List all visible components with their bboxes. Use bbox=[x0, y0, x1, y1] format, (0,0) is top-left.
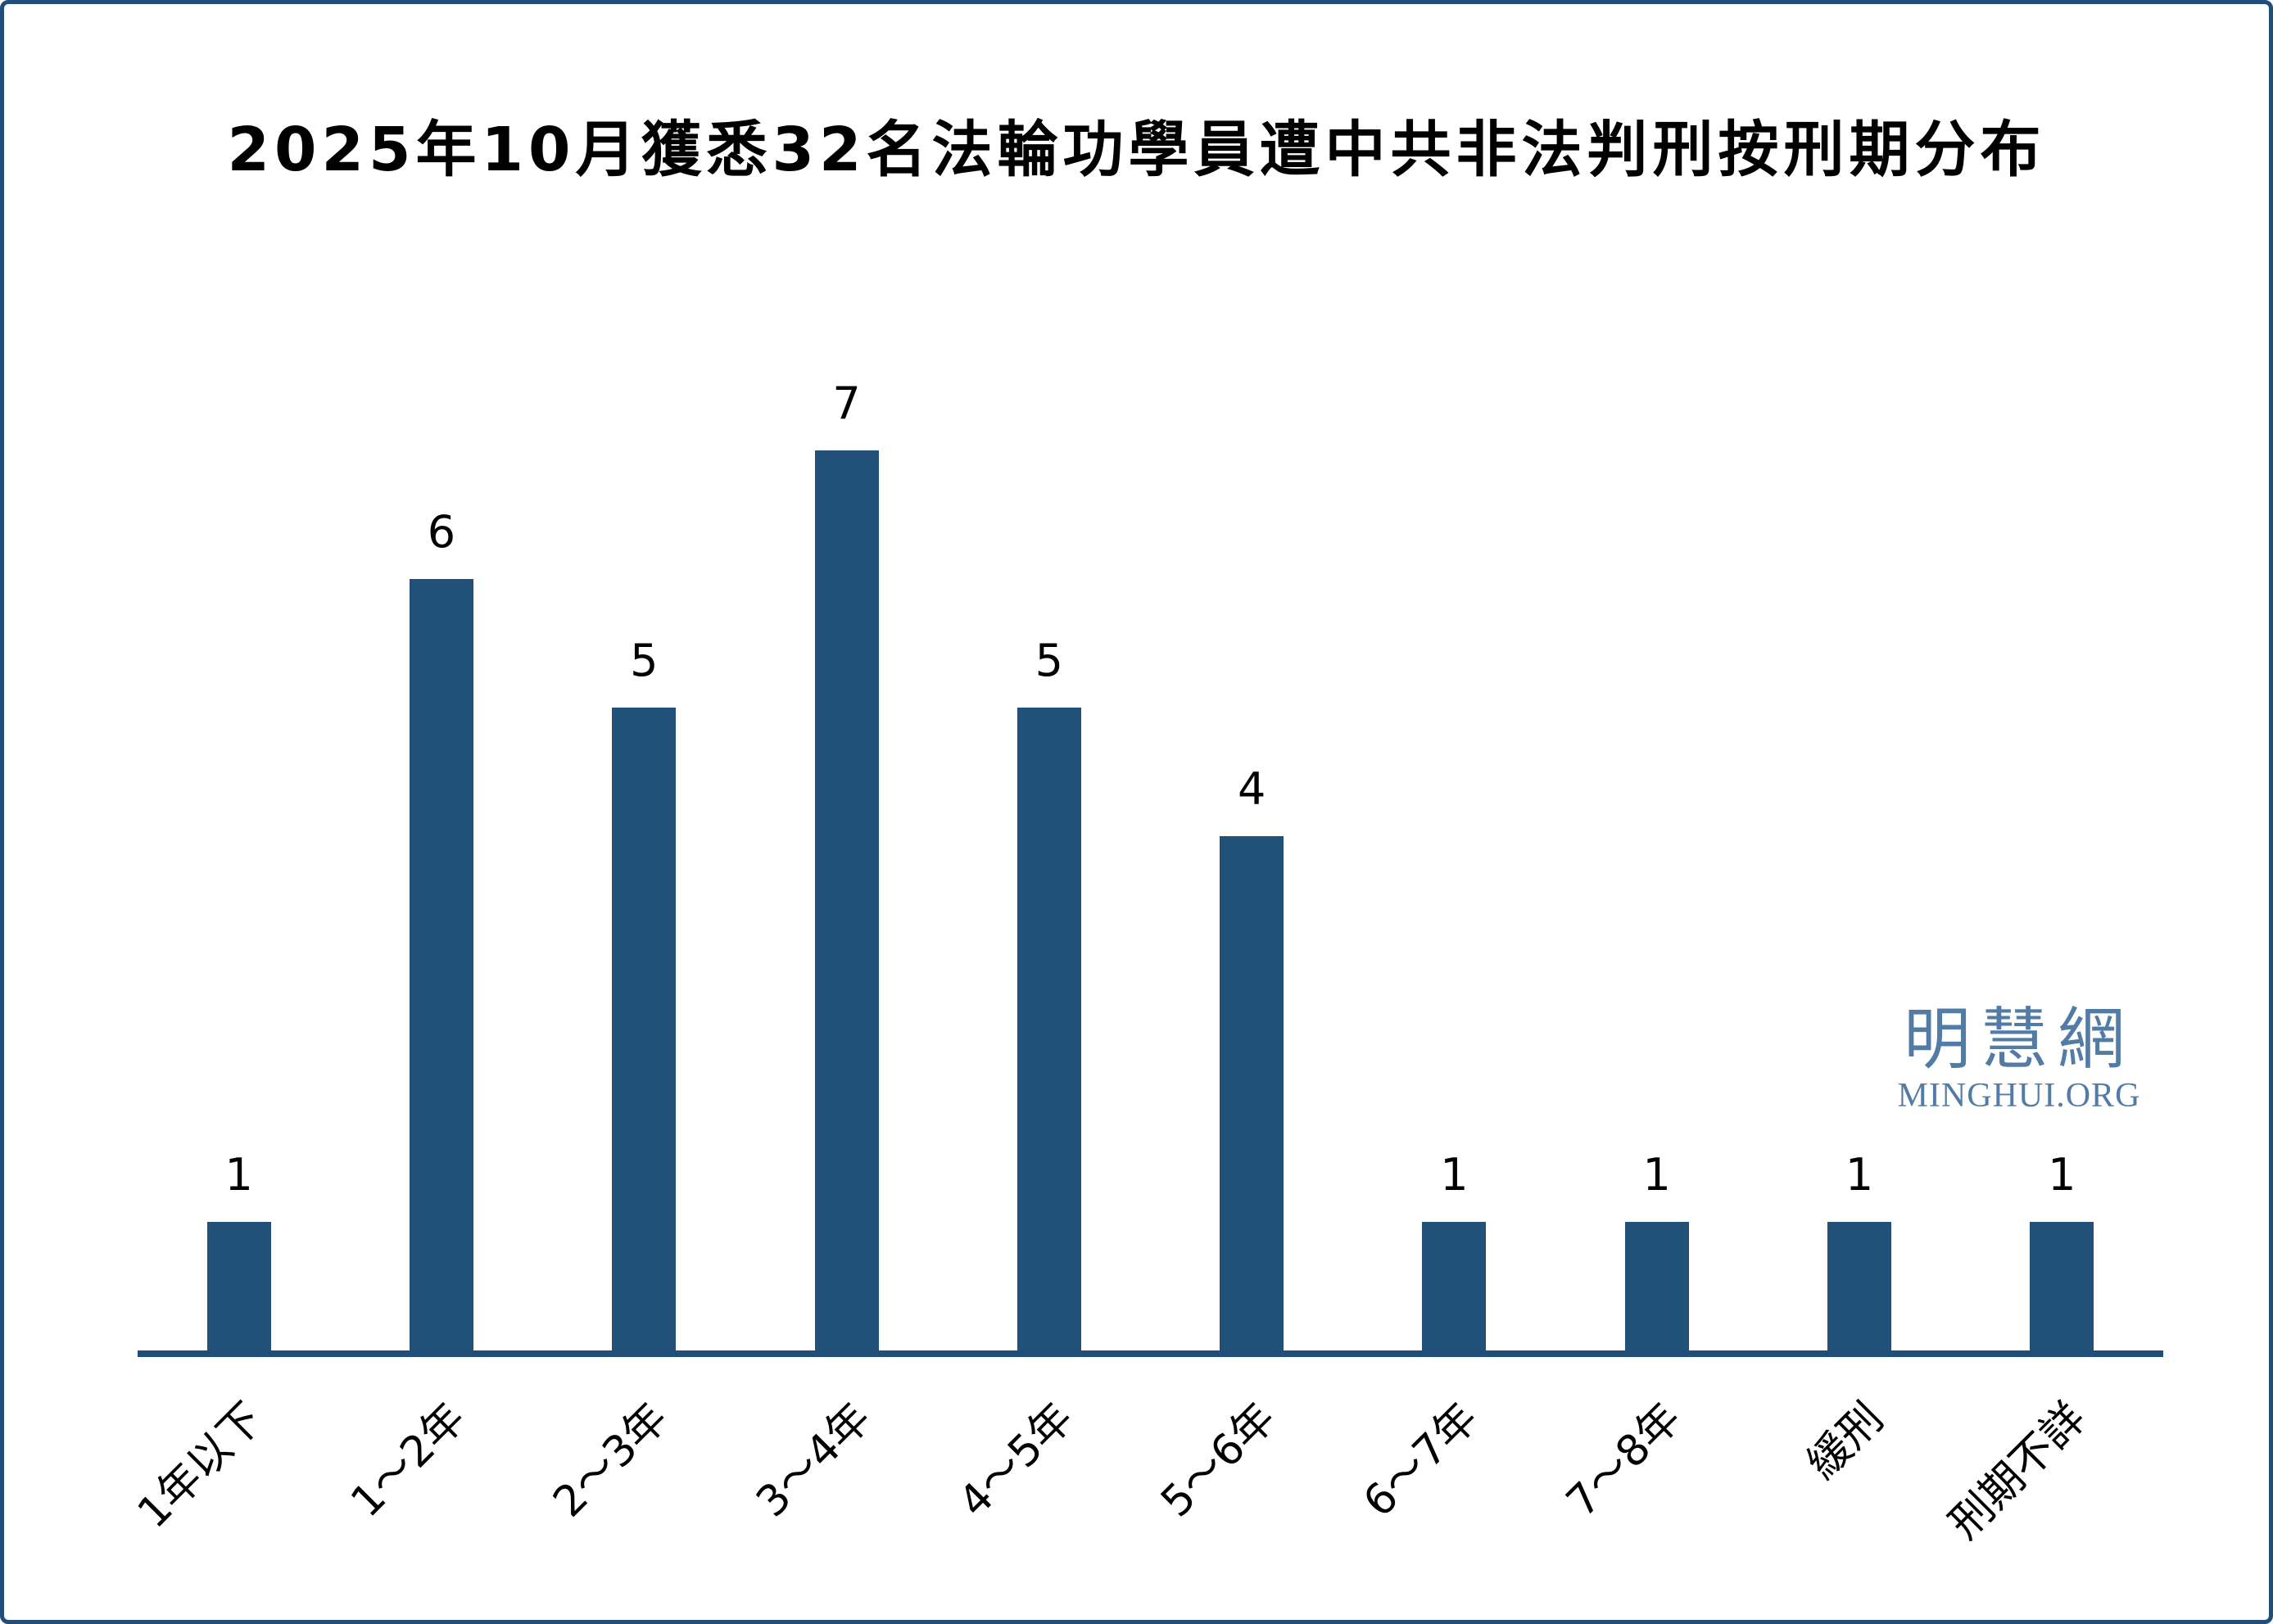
bar-value-label-7: 1 bbox=[1642, 1149, 1671, 1201]
bar-value-label-9: 1 bbox=[2048, 1149, 2076, 1201]
x-axis-line bbox=[138, 1350, 2163, 1357]
x-tick-label-1: 1～2年 bbox=[342, 1393, 475, 1527]
minghui-cjk-logo: 明慧網 bbox=[1903, 1001, 2135, 1079]
x-tick-label-3: 3～4年 bbox=[746, 1393, 881, 1527]
bar-1 bbox=[409, 579, 473, 1350]
bar-value-label-3: 7 bbox=[832, 378, 861, 429]
bar-6 bbox=[1422, 1222, 1487, 1350]
bar-7 bbox=[1624, 1222, 1689, 1350]
bar-value-label-8: 1 bbox=[1845, 1149, 1874, 1201]
bar-slot-7: 1 bbox=[1555, 348, 1758, 1350]
bar-value-label-1: 6 bbox=[427, 506, 456, 558]
bar-9 bbox=[2030, 1222, 2094, 1350]
bar-slot-4: 5 bbox=[948, 348, 1150, 1350]
bar-0 bbox=[206, 1222, 271, 1350]
bar-value-label-4: 5 bbox=[1035, 635, 1064, 686]
bar-slot-2: 5 bbox=[543, 348, 745, 1350]
bar-3 bbox=[814, 450, 879, 1350]
bar-slot-8: 1 bbox=[1758, 348, 1960, 1350]
x-tick-label-0: 1年以下 bbox=[128, 1393, 273, 1538]
x-tick-label-7: 7～8年 bbox=[1557, 1393, 1691, 1527]
bar-slot-3: 7 bbox=[745, 348, 948, 1350]
x-tick-label-4: 4～5年 bbox=[949, 1393, 1083, 1527]
plot-area: 1 6 5 7 5 4 1 1 1 1 bbox=[138, 348, 2163, 1350]
bar-slot-5: 4 bbox=[1150, 348, 1352, 1350]
bar-2 bbox=[612, 708, 677, 1350]
bar-8 bbox=[1827, 1222, 1892, 1350]
chart-title: 2025年10月獲悉32名法輪功學員遭中共非法判刑按刑期分布 bbox=[227, 115, 2046, 185]
x-tick-label-8: 緩刑 bbox=[1798, 1393, 1894, 1489]
minghui-url-text: MINGHUI.ORG bbox=[1897, 1077, 2141, 1115]
x-tick-label-6: 6～7年 bbox=[1354, 1393, 1488, 1527]
bar-5 bbox=[1220, 836, 1284, 1350]
bar-value-label-5: 4 bbox=[1237, 763, 1266, 815]
x-tick-label-9: 刑期不詳 bbox=[1940, 1393, 2096, 1549]
bar-4 bbox=[1017, 708, 1081, 1350]
bar-slot-1: 6 bbox=[340, 348, 542, 1350]
bar-value-label-0: 1 bbox=[224, 1149, 253, 1201]
bar-value-label-6: 1 bbox=[1440, 1149, 1469, 1201]
x-tick-label-2: 2～3年 bbox=[544, 1393, 678, 1527]
bar-slot-6: 1 bbox=[1353, 348, 1555, 1350]
minghui-watermark: 明慧網 MINGHUI.ORG bbox=[1880, 1001, 2158, 1115]
bar-slot-9: 1 bbox=[1961, 348, 2163, 1350]
bar-slot-0: 1 bbox=[138, 348, 340, 1350]
bar-value-label-2: 5 bbox=[630, 635, 659, 686]
x-tick-label-5: 5～6年 bbox=[1152, 1393, 1286, 1527]
